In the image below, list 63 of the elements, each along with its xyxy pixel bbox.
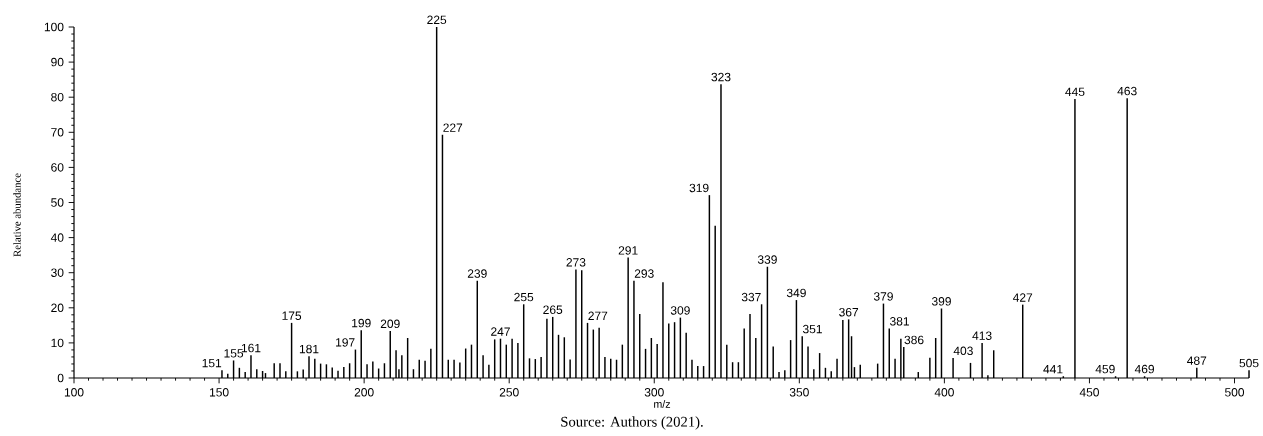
annotation: 225 — [427, 15, 447, 25]
annotation: 463 — [1117, 86, 1137, 96]
x-tick-label: 250 — [499, 388, 519, 397]
y-tick-label: 20 — [51, 303, 64, 313]
y-axis-title: Relative abundance — [13, 173, 21, 257]
annotation: 351 — [802, 324, 822, 334]
annotation: 151 — [202, 358, 222, 368]
annotation: 441 — [1043, 365, 1063, 374]
annotation: 469 — [1134, 364, 1155, 374]
x-axis-title: m/z — [654, 400, 671, 408]
x-tick-label: 350 — [789, 388, 809, 397]
y-tick-label: 40 — [50, 233, 64, 242]
annotation: 255 — [514, 292, 534, 302]
annotation: 227 — [443, 123, 463, 132]
annotation: 487 — [1187, 356, 1207, 365]
annotation: 209 — [380, 319, 400, 329]
x-tick-label: 150 — [209, 388, 229, 397]
y-tick-label: 60 — [51, 163, 64, 172]
y-tick-label: 100 — [44, 22, 64, 32]
annotation: 403 — [953, 346, 973, 356]
annotation: 247 — [491, 327, 510, 336]
annotation: 199 — [352, 318, 371, 328]
x-tick-label: 300 — [644, 388, 664, 397]
annotation: 175 — [282, 311, 302, 320]
annotation: 413 — [972, 331, 992, 340]
annotation: 161 — [241, 343, 261, 353]
annotation: 323 — [711, 72, 731, 82]
annotation: 293 — [634, 269, 654, 278]
x-tick-label: 100 — [64, 388, 84, 397]
annotation: 277 — [588, 311, 608, 320]
annotation: 273 — [566, 258, 586, 267]
x-tick-label: 400 — [934, 388, 954, 397]
annotation: 265 — [543, 305, 563, 314]
annotation: 459 — [1095, 364, 1115, 374]
annotation: 427 — [1012, 293, 1033, 302]
annotation: 155 — [224, 349, 244, 358]
annotation: 445 — [1065, 87, 1085, 97]
x-tick-label: 500 — [1224, 388, 1245, 397]
y-tick-label: 80 — [51, 92, 64, 102]
y-tick-label: 70 — [51, 128, 64, 137]
source-note: Source: Authors (2021). — [561, 416, 703, 430]
annotation: 367 — [839, 307, 859, 317]
annotation: 386 — [904, 335, 924, 345]
annotation: 379 — [873, 292, 893, 301]
annotation: 339 — [757, 255, 777, 264]
y-tick-label: 0 — [57, 373, 64, 383]
x-tick-label: 450 — [1079, 388, 1099, 397]
y-tick-label: 50 — [51, 198, 64, 207]
annotation: 319 — [689, 183, 709, 193]
annotation: 337 — [741, 292, 761, 302]
x-tick-label: 200 — [354, 388, 374, 397]
annotation: 381 — [889, 317, 909, 326]
annotation: 399 — [931, 297, 951, 306]
y-tick-label: 10 — [51, 338, 64, 348]
y-tick-label: 90 — [51, 57, 64, 67]
annotation: 349 — [786, 288, 806, 298]
annotation: 291 — [618, 246, 638, 255]
annotation: 309 — [670, 306, 690, 315]
annotation: 505 — [1239, 358, 1259, 368]
y-tick-label: 30 — [51, 268, 64, 277]
annotation: 181 — [299, 344, 319, 354]
annotation: 197 — [336, 338, 355, 347]
annotation: 239 — [467, 269, 487, 278]
